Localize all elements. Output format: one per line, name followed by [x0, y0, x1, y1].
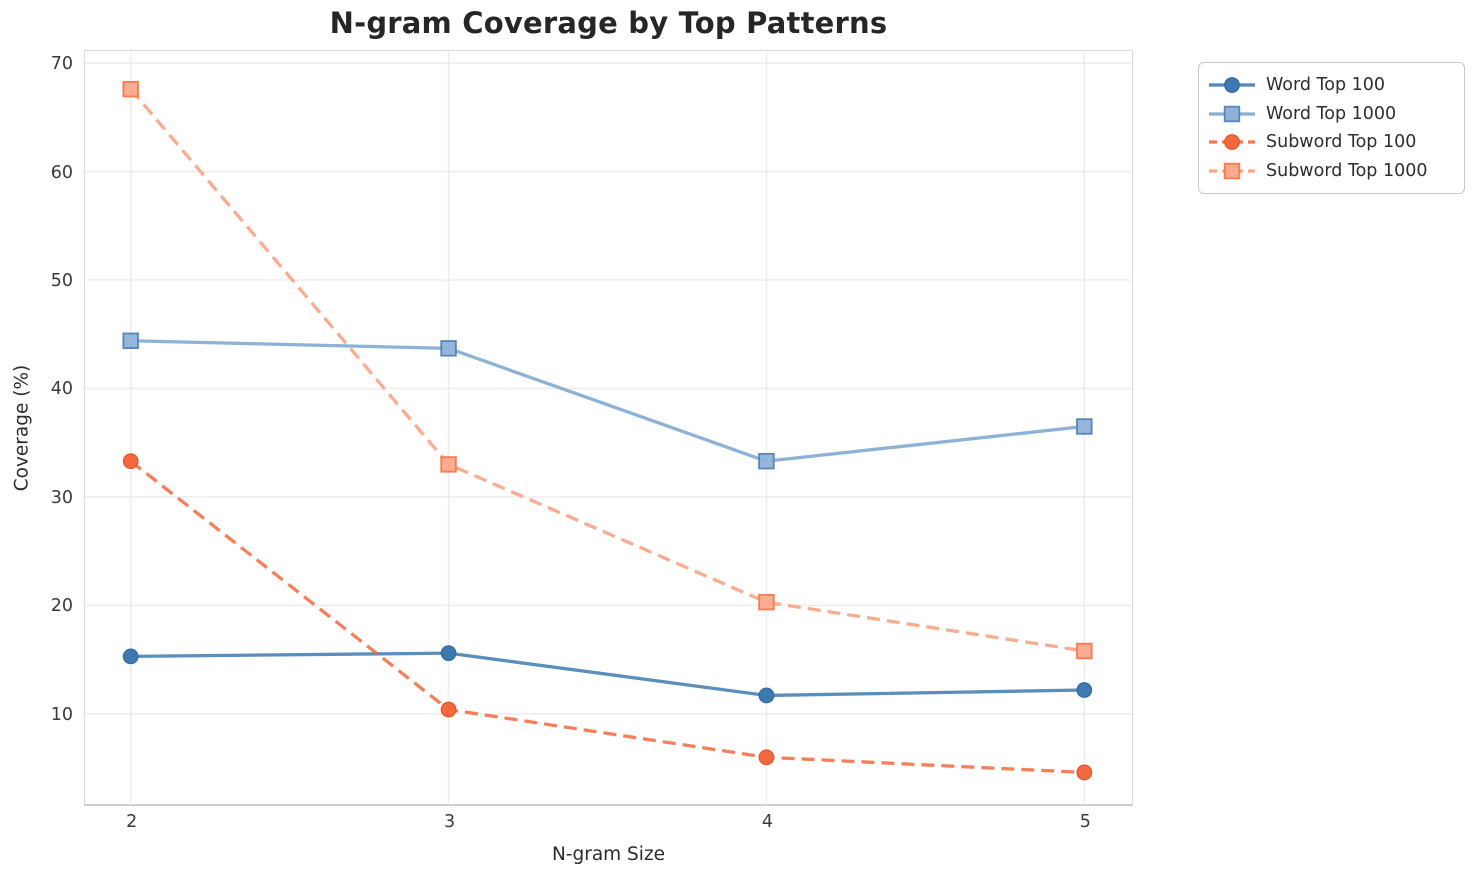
y-tick-label: 20 — [50, 596, 73, 617]
legend-marker — [1224, 77, 1240, 94]
x-tick-label: 5 — [1079, 812, 1091, 832]
legend-marker — [1224, 134, 1240, 151]
y-tick-label: 40 — [50, 379, 73, 400]
series-line — [129, 88, 1085, 654]
x-tick-label: 3 — [443, 812, 456, 832]
y-tick-label: 10 — [50, 704, 73, 725]
series-marker-circle — [123, 453, 139, 470]
series-marker-square — [440, 456, 458, 474]
series-marker-square — [122, 81, 140, 98]
series-marker-circle — [441, 645, 457, 662]
series-line — [131, 651, 1085, 698]
series-line — [130, 460, 1085, 775]
series-marker-square — [440, 340, 458, 357]
legend-item-label: Subword Top 1000 — [1266, 161, 1428, 182]
legend-item-label: Subword Top 100 — [1266, 132, 1417, 153]
series-marker-square — [758, 594, 776, 611]
legend-marker — [1223, 162, 1241, 180]
series-marker-circle — [758, 687, 775, 704]
legend-swatch — [1209, 77, 1255, 94]
legend-item: Subword Top 1000 — [1208, 157, 1452, 186]
legend-item: Subword Top 100 — [1208, 128, 1452, 157]
series-marker-square — [758, 453, 776, 470]
y-axis-label: Coverage (%) — [11, 364, 33, 492]
chart-canvas — [83, 49, 1133, 806]
legend-marker — [1223, 105, 1241, 123]
legend-swatch — [1209, 134, 1255, 151]
x-tick-label: 2 — [126, 812, 138, 832]
legend-item: Word Top 1000 — [1208, 100, 1452, 129]
legend-swatch — [1209, 105, 1255, 123]
series-marker-square — [1076, 643, 1093, 660]
legend-swatch — [1209, 162, 1255, 180]
series-marker-circle — [441, 702, 457, 718]
legend-item: Word Top 100 — [1208, 71, 1452, 100]
legend: Word Top 100 Word Top 1000 Subword Top 100… — [1198, 62, 1465, 195]
series-marker-circle — [123, 648, 139, 665]
series-line — [131, 339, 1085, 464]
y-tick-label: 30 — [50, 487, 73, 508]
y-tick-label: 50 — [50, 271, 73, 292]
legend-item-label: Word Top 100 — [1266, 75, 1386, 96]
series-marker-square — [122, 332, 140, 350]
y-tick-label: 60 — [50, 162, 73, 183]
series-marker-square — [1076, 418, 1093, 436]
chart-title: N-gram Coverage by Top Patterns — [329, 6, 888, 40]
series-marker-circle — [758, 749, 775, 766]
y-tick-label: 70 — [50, 54, 73, 75]
legend-item-label: Word Top 1000 — [1266, 103, 1397, 124]
plot-area — [83, 49, 1133, 806]
x-axis-label: N-gram Size — [551, 844, 666, 865]
series-marker-circle — [1076, 682, 1093, 699]
x-tick-label: 4 — [761, 812, 774, 832]
series-marker-circle — [1076, 764, 1093, 781]
